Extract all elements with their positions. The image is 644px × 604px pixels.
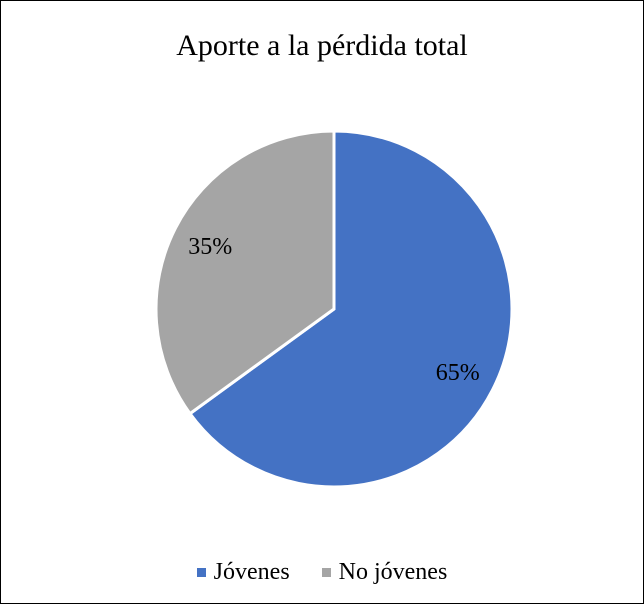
pie-slice-jovenes: [187, 129, 514, 489]
legend-item-jovenes: Jóvenes: [196, 559, 290, 586]
legend: Jóvenes No jóvenes: [1, 559, 643, 586]
chart-title: Aporte a la pérdida total: [176, 29, 468, 62]
legend-label-no-jovenes: No jóvenes: [338, 559, 448, 585]
data-label-jovenes: 65%: [436, 360, 480, 386]
legend-swatch-no-jovenes: [321, 568, 331, 577]
legend-label-jovenes: Jóvenes: [213, 559, 290, 585]
pie-slice-no-jovenes: [154, 129, 336, 416]
legend-item-no-jovenes: No jóvenes: [321, 559, 448, 586]
legend-swatch-jovenes: [196, 568, 206, 577]
data-label-no-jovenes: 35%: [188, 234, 232, 260]
